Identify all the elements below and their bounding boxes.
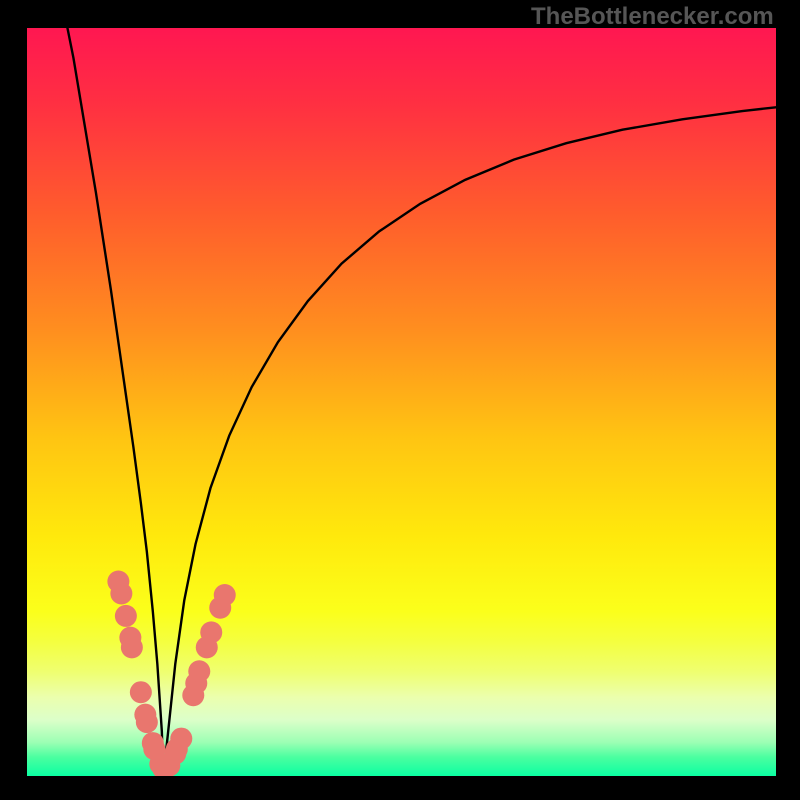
marker-right xyxy=(214,584,236,606)
marker-left xyxy=(130,681,152,703)
marker-left xyxy=(170,728,192,750)
watermark-text: TheBottlenecker.com xyxy=(531,3,774,31)
marker-left xyxy=(110,582,132,604)
bottleneck-curve-plot xyxy=(27,28,776,776)
marker-right xyxy=(188,660,210,682)
marker-left xyxy=(136,711,158,733)
chart-root: TheBottlenecker.com xyxy=(0,0,800,800)
gradient-background xyxy=(27,28,776,776)
marker-right xyxy=(200,621,222,643)
marker-left xyxy=(115,605,137,627)
marker-left xyxy=(121,636,143,658)
